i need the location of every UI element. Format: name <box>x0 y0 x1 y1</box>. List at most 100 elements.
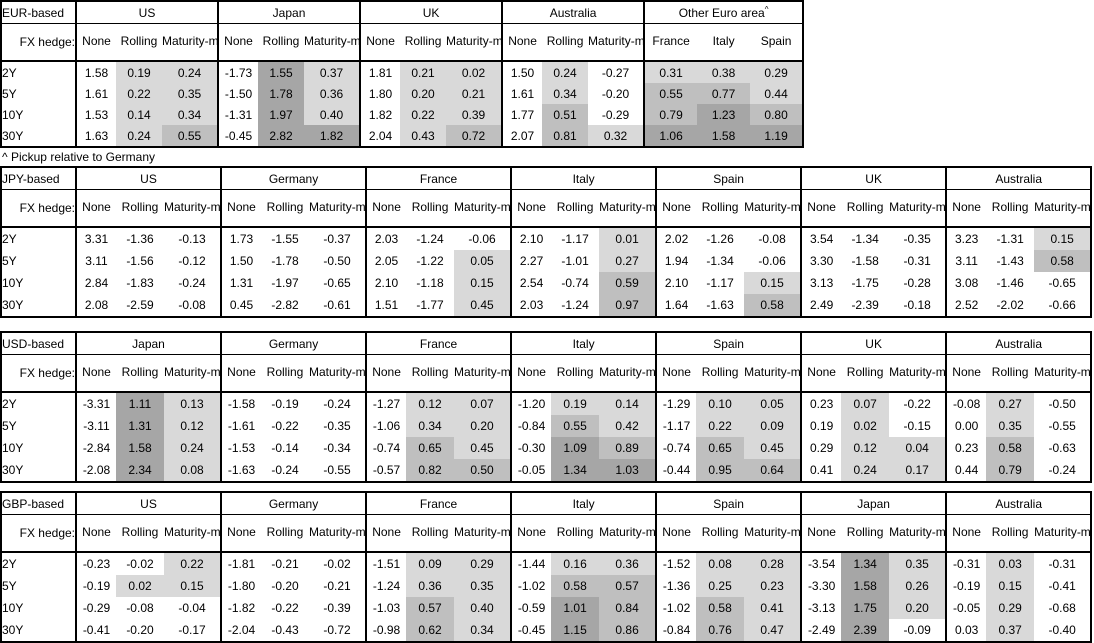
value-cell: 3.08 <box>945 272 987 294</box>
value-cell: -1.34 <box>696 250 745 272</box>
value-cell: -1.17 <box>551 227 600 250</box>
value-cell: -0.24 <box>261 459 310 482</box>
country-group-header: Australia <box>945 167 1092 190</box>
value-cell: 1.31 <box>220 272 262 294</box>
value-cell: -0.84 <box>655 619 697 642</box>
value-cell: 0.40 <box>454 597 512 619</box>
hedge-column-header: Maturity-matched <box>599 514 657 553</box>
hedge-column-header: Maturity-matched <box>454 514 512 553</box>
value-cell: 0.16 <box>551 552 600 575</box>
value-cell: -0.45 <box>510 619 552 642</box>
value-cell: 0.15 <box>744 272 802 294</box>
value-cell: -0.50 <box>1034 392 1092 415</box>
value-cell: 0.22 <box>400 104 447 125</box>
value-cell: -0.22 <box>889 392 947 415</box>
value-cell: 1.23 <box>697 104 751 125</box>
value-cell: -1.06 <box>365 415 407 437</box>
value-cell: 1.58 <box>841 575 890 597</box>
value-cell: 2.10 <box>655 272 697 294</box>
value-cell: -0.35 <box>309 415 367 437</box>
hedge-column-header: Maturity-matched <box>304 23 361 62</box>
value-cell: -0.27 <box>588 61 645 83</box>
value-cell: 0.37 <box>304 61 361 83</box>
hedge-column-header: Maturity-matched <box>454 189 512 228</box>
tenor-label: 30Y <box>2 623 24 637</box>
value-cell: 0.40 <box>304 104 361 125</box>
value-cell: 0.43 <box>400 125 447 147</box>
value-cell: -1.55 <box>261 227 310 250</box>
value-cell: 0.44 <box>750 83 804 104</box>
value-cell: 0.55 <box>551 415 600 437</box>
value-cell: 2.02 <box>655 227 697 250</box>
hedge-column-header: None <box>75 23 116 62</box>
value-cell: 0.15 <box>164 575 222 597</box>
value-cell: 3.23 <box>945 227 987 250</box>
value-cell: 0.13 <box>164 392 222 415</box>
value-cell: 0.02 <box>116 575 164 597</box>
tenor-label: 10Y <box>2 107 24 122</box>
hedge-column-header: Maturity-matched <box>309 514 367 553</box>
value-cell: -3.54 <box>800 552 842 575</box>
value-cell: 0.23 <box>800 392 842 415</box>
hedge-column-header: Rolling <box>986 514 1035 553</box>
hedge-column-header: Maturity-matched <box>164 354 222 393</box>
hedge-column-header: None <box>800 354 842 393</box>
gbp-based-table: GBP-based US Germany France Italy Spain Japan A… <box>0 491 1093 643</box>
value-cell: 0.02 <box>841 415 890 437</box>
value-cell: -0.28 <box>889 272 947 294</box>
value-cell: 1.31 <box>116 415 164 437</box>
hedge-column-header: Rolling <box>542 23 589 62</box>
value-cell: -0.55 <box>309 459 367 482</box>
value-cell: 0.72 <box>446 125 503 147</box>
value-cell: 0.34 <box>454 619 512 642</box>
country-group-header: France <box>365 332 512 355</box>
tenor-label: 10Y <box>2 441 24 455</box>
tenor-label: 30Y <box>2 463 24 477</box>
value-cell: 1.80 <box>359 83 401 104</box>
value-cell: 0.34 <box>542 83 589 104</box>
value-cell: 1.58 <box>116 437 164 459</box>
value-cell: 0.21 <box>400 61 447 83</box>
value-cell: 1.75 <box>841 597 890 619</box>
value-cell: 0.09 <box>744 415 802 437</box>
value-cell: 2.10 <box>510 227 552 250</box>
value-cell: 0.55 <box>162 125 219 147</box>
country-group-header: Italy <box>510 492 657 515</box>
value-cell: 0.20 <box>454 415 512 437</box>
value-cell: -0.19 <box>945 575 987 597</box>
value-cell: 1.55 <box>258 61 305 83</box>
value-cell: 1.58 <box>697 125 751 147</box>
hedge-column-header: Maturity-matched <box>309 189 367 228</box>
base-currency-label: GBP-based <box>1 492 76 515</box>
value-cell: 0.21 <box>446 83 503 104</box>
gbp-based-table-section: GBP-based US Germany France Italy Spain Japan A… <box>0 491 1094 643</box>
value-cell: -2.49 <box>800 619 842 642</box>
value-cell: -0.44 <box>655 459 697 482</box>
value-cell: 0.17 <box>889 459 947 482</box>
value-cell: -1.24 <box>365 575 407 597</box>
value-cell: -2.82 <box>261 294 310 317</box>
value-cell: 0.12 <box>841 437 890 459</box>
value-cell: -0.41 <box>75 619 116 642</box>
value-cell: 0.59 <box>599 272 657 294</box>
value-cell: 0.79 <box>986 459 1035 482</box>
tenor-label: 2Y <box>2 232 17 246</box>
value-cell: -1.44 <box>510 552 552 575</box>
value-cell: -2.02 <box>986 294 1035 317</box>
value-cell: 0.27 <box>986 392 1035 415</box>
value-cell: 0.19 <box>800 415 842 437</box>
hedge-column-header: None <box>945 354 987 393</box>
value-cell: 1.09 <box>551 437 600 459</box>
value-cell: -0.19 <box>261 392 310 415</box>
value-cell: -0.13 <box>164 227 222 250</box>
value-cell: -0.22 <box>261 597 310 619</box>
value-cell: 0.39 <box>446 104 503 125</box>
hedge-column-header: Maturity-matched <box>744 189 802 228</box>
country-group-header: Australia <box>501 1 645 24</box>
value-cell: 0.15 <box>1034 227 1092 250</box>
tenor-label: 2Y <box>2 65 17 80</box>
hedge-column-header: None <box>800 189 842 228</box>
value-cell: 0.58 <box>986 437 1035 459</box>
hedge-column-header: Rolling <box>116 354 164 393</box>
